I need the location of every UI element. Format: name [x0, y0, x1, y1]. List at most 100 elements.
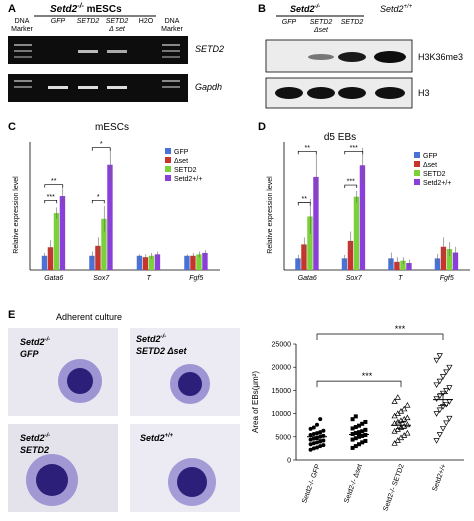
data-point	[311, 441, 316, 446]
data-point	[436, 353, 443, 359]
significance-label: ***	[350, 145, 358, 152]
lane-label-setd2-dset: SETD2 Δ set	[106, 18, 129, 33]
blot-band	[338, 87, 366, 99]
data-point	[357, 442, 361, 447]
micrograph-dset: Setd2-/- SETD2 Δset	[130, 328, 240, 416]
legend-label: Δset	[174, 158, 188, 165]
data-point	[350, 437, 355, 442]
x-tick-label: Setd2-/- Δset	[343, 463, 364, 504]
bar	[142, 257, 149, 270]
bar	[359, 165, 366, 270]
lane-label-marker-2: DNA Marker	[161, 18, 183, 33]
data-point	[446, 399, 453, 405]
x-tick-label: Setd2+/+	[432, 463, 448, 492]
x-tick-label: Fgf5	[189, 275, 203, 282]
data-point	[308, 447, 313, 452]
significance-label: ***	[47, 194, 55, 201]
gel-band	[78, 86, 98, 89]
x-tick-label: T	[147, 275, 152, 282]
significance-bracket	[316, 380, 402, 388]
data-point	[394, 394, 401, 400]
data-point	[363, 427, 368, 432]
legend-label: Δset	[423, 162, 437, 169]
data-point	[446, 415, 453, 422]
data-point	[350, 417, 355, 422]
lane-label-setd2: SETD2	[77, 18, 100, 25]
data-point	[318, 430, 323, 435]
gel-band	[162, 80, 180, 82]
significance-label: ***	[362, 371, 373, 381]
gel-label-gapdh: Gapdh	[195, 82, 222, 92]
significance-label: **	[305, 145, 311, 152]
data-point	[357, 423, 361, 428]
blot-band	[307, 87, 335, 99]
data-point	[311, 446, 316, 451]
micrograph-label: Setd2+/+	[140, 433, 174, 443]
bar	[59, 196, 66, 270]
legend-swatch	[165, 175, 171, 181]
micrograph-setd2: Setd2-/- SETD2	[8, 424, 118, 512]
legend-label: Setd2+/+	[423, 180, 451, 187]
significance-bracket	[91, 199, 105, 204]
panel-a-genotype: Setd2-/- mESCs	[50, 3, 122, 15]
data-point	[360, 433, 365, 438]
significance-bracket	[44, 199, 58, 204]
panel-a-letter: A	[8, 3, 16, 15]
x-tick-label: Gata6	[44, 275, 63, 282]
data-point	[404, 429, 411, 436]
data-point	[353, 431, 358, 436]
x-tick-label: T	[398, 275, 403, 282]
y-axis-label: Area of EBs(μm²)	[251, 371, 260, 433]
legend-swatch	[414, 170, 420, 176]
significance-label: **	[51, 178, 57, 185]
significance-bracket	[297, 202, 311, 206]
significance-label: *	[100, 141, 103, 148]
eb-core	[67, 368, 93, 394]
y-tick-label: 25000	[272, 342, 292, 349]
data-point	[315, 445, 319, 450]
eb-core	[177, 467, 207, 497]
eb-core	[36, 464, 68, 496]
data-point	[360, 440, 365, 445]
data-point	[311, 425, 316, 430]
micrograph-gfp: Setd2-/- GFP	[8, 328, 118, 416]
bar	[452, 252, 459, 270]
blot-band	[375, 87, 405, 99]
legend-swatch	[165, 157, 171, 163]
data-point	[360, 429, 365, 434]
legend-swatch	[165, 148, 171, 154]
data-point	[443, 369, 450, 376]
data-point	[446, 385, 453, 391]
data-point	[308, 432, 313, 437]
gel-band	[162, 44, 180, 46]
bar	[136, 255, 143, 270]
data-point	[436, 378, 443, 385]
lane-label-h2o: H2O	[139, 18, 154, 25]
significance-bracket	[344, 184, 358, 189]
y-tick-label: 5000	[275, 434, 291, 441]
data-point	[363, 419, 368, 424]
panel-b-letter: B	[258, 3, 266, 15]
bar	[440, 246, 447, 270]
micrograph-label: Setd2-/-	[20, 337, 50, 347]
legend-label: SETD2	[174, 167, 197, 174]
legend-label: GFP	[423, 153, 438, 160]
x-tick-label: Gata6	[298, 275, 317, 282]
chart-d-ylabel: Relative expression level	[267, 176, 274, 254]
gel-band	[48, 86, 68, 89]
data-point	[391, 440, 398, 446]
micrograph-label: Setd2-/-	[20, 433, 50, 443]
data-point	[350, 445, 355, 450]
blot-lane-dset: SETD2 Δset	[310, 19, 333, 34]
bar	[313, 176, 319, 270]
micrograph-sublabel: SETD2	[20, 445, 49, 455]
gel-band	[107, 86, 127, 89]
bar	[301, 244, 307, 270]
blot-lane-setd2: SETD2	[341, 19, 364, 26]
micrograph-label: Setd2-/-	[136, 334, 166, 344]
data-point	[433, 357, 440, 364]
y-tick-label: 20000	[272, 365, 292, 372]
blot-lane-gfp: GFP	[282, 19, 297, 26]
chart-c-ylabel: Relative expression level	[13, 176, 20, 254]
significance-label: ***	[347, 179, 355, 186]
